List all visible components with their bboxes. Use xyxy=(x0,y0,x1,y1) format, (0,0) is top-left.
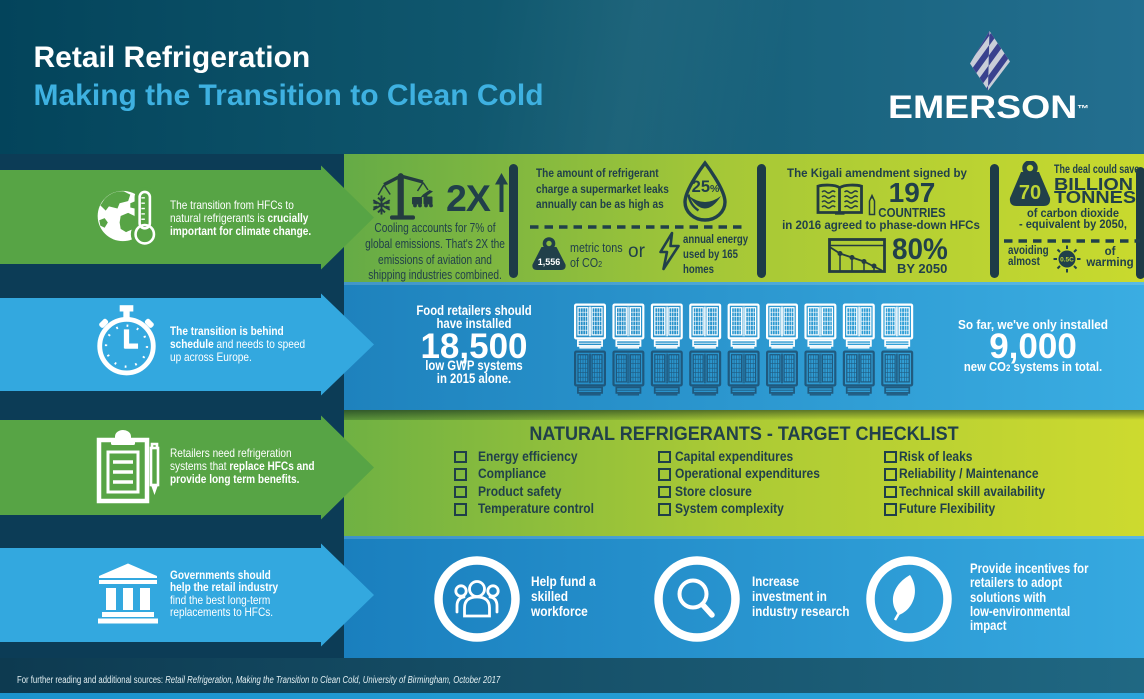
svg-text:25%: 25% xyxy=(692,178,720,196)
svg-text:1,556: 1,556 xyxy=(538,257,561,267)
svg-text:70: 70 xyxy=(1019,182,1041,204)
svg-text:0.5C: 0.5C xyxy=(1060,257,1074,264)
